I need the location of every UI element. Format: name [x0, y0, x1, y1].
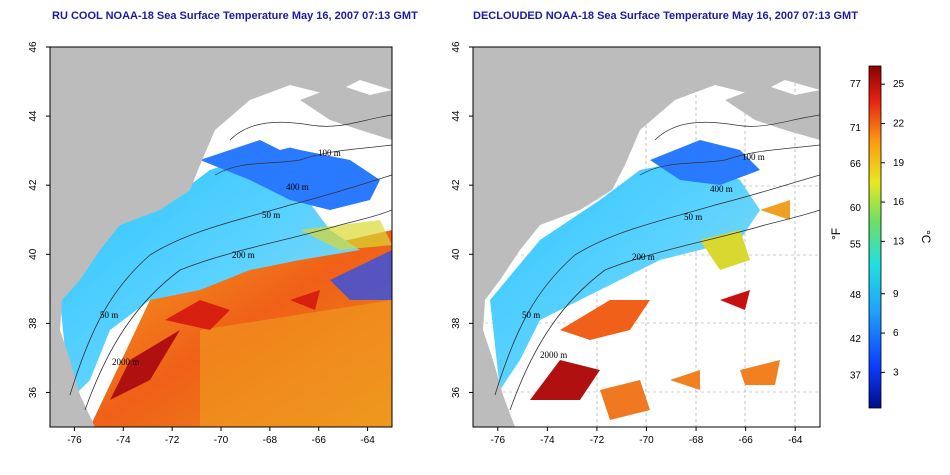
y-tick-label: 40: [28, 248, 39, 260]
fahrenheit-tick-label: 37: [850, 370, 862, 381]
celsius-unit-label: °C: [919, 230, 933, 244]
y-tick-label: 44: [451, 110, 462, 122]
colorbar: [868, 65, 882, 409]
fahrenheit-tick-label: 55: [850, 239, 862, 250]
celsius-tick-label: 22: [893, 118, 905, 129]
fahrenheit-unit-label: °F: [829, 228, 843, 240]
celsius-tick-label: 3: [893, 367, 899, 378]
x-tick-label: -64: [360, 435, 375, 446]
fahrenheit-tick-label: 77: [850, 79, 862, 90]
contour-label-50m-north: 50 m: [262, 210, 280, 220]
x-tick-label: -70: [639, 435, 654, 446]
warm-eddy: [560, 300, 650, 340]
gulf-of-maine-water: [650, 140, 760, 185]
x-tick-label: -64: [788, 435, 803, 446]
land-mass: [50, 47, 392, 300]
contour-label-50m-north: 50 m: [684, 212, 702, 222]
fahrenheit-tick-label: 48: [850, 290, 862, 301]
axes-layer: -76 -74 -72 -70 -68 -66 -64 36 38 40 42 44 46 -76 -74 -…: [28, 41, 803, 446]
x-tick-label: -70: [214, 435, 229, 446]
celsius-tick-label: 13: [893, 236, 905, 247]
shelf-water-region: [60, 160, 360, 400]
y-tick-label: 42: [451, 179, 462, 191]
celsius-tick-label: 6: [893, 328, 899, 339]
land-mass: [473, 47, 820, 300]
y-tick-label: 36: [28, 386, 39, 398]
contour-label-200m: 200 m: [232, 250, 255, 260]
shelf-water-region: [490, 160, 760, 390]
y-tick-label: 36: [451, 386, 462, 398]
y-tick-label: 38: [451, 317, 462, 329]
y-tick-label: 46: [451, 41, 462, 53]
contour-label-100m: 100 m: [742, 152, 765, 162]
x-tick-label: -74: [116, 435, 131, 446]
y-tick-label: 46: [28, 41, 39, 53]
colorbar-ticks: 77 71 66 60 55 48 42 37 25 22 19 16 13 9 6 3: [850, 79, 905, 381]
x-tick-label: -66: [311, 435, 326, 446]
contour-label-2000m: 2000 m: [540, 350, 567, 360]
contour-label-200m: 200 m: [632, 252, 655, 262]
right-sst-map: 100 m 400 m 50 m 200 m 50 m 2000 m: [473, 47, 820, 427]
x-tick-label: -74: [540, 435, 555, 446]
celsius-tick-label: 16: [893, 197, 905, 208]
graticule: [473, 47, 820, 427]
y-tick-label: 42: [28, 179, 39, 191]
fahrenheit-tick-label: 42: [850, 334, 862, 345]
x-tick-label: -76: [67, 435, 82, 446]
x-tick-label: -68: [263, 435, 278, 446]
y-tick-label: 38: [28, 317, 39, 329]
gulf-stream-core: [110, 330, 180, 400]
y-tick-label: 44: [28, 110, 39, 122]
x-tick-label: -66: [738, 435, 753, 446]
x-tick-label: -72: [590, 435, 605, 446]
x-tick-label: -72: [165, 435, 180, 446]
y-tick-label: 40: [451, 248, 462, 260]
celsius-tick-label: 19: [893, 158, 905, 169]
x-tick-label: -76: [491, 435, 506, 446]
contour-label-2000m: 2000 m: [112, 357, 139, 367]
celsius-tick-label: 25: [893, 79, 905, 90]
fahrenheit-tick-label: 60: [850, 203, 862, 214]
contour-label-400m: 400 m: [286, 182, 309, 192]
fahrenheit-tick-label: 66: [850, 159, 862, 170]
contour-label-50m-south: 50 m: [100, 310, 118, 320]
left-sst-map: 100 m 400 m 50 m 200 m 50 m 2000 m: [50, 47, 392, 427]
contour-label-100m: 100 m: [318, 148, 341, 158]
contour-label-400m: 400 m: [710, 184, 733, 194]
left-map-title: RU COOL NOAA-18 Sea Surface Temperature …: [52, 10, 418, 22]
contour-label-50m-south: 50 m: [522, 310, 540, 320]
fahrenheit-tick-label: 71: [850, 123, 862, 134]
celsius-tick-label: 9: [893, 289, 899, 300]
right-map-title: DECLOUDED NOAA-18 Sea Surface Temperatur…: [473, 10, 858, 22]
x-tick-label: -68: [689, 435, 704, 446]
